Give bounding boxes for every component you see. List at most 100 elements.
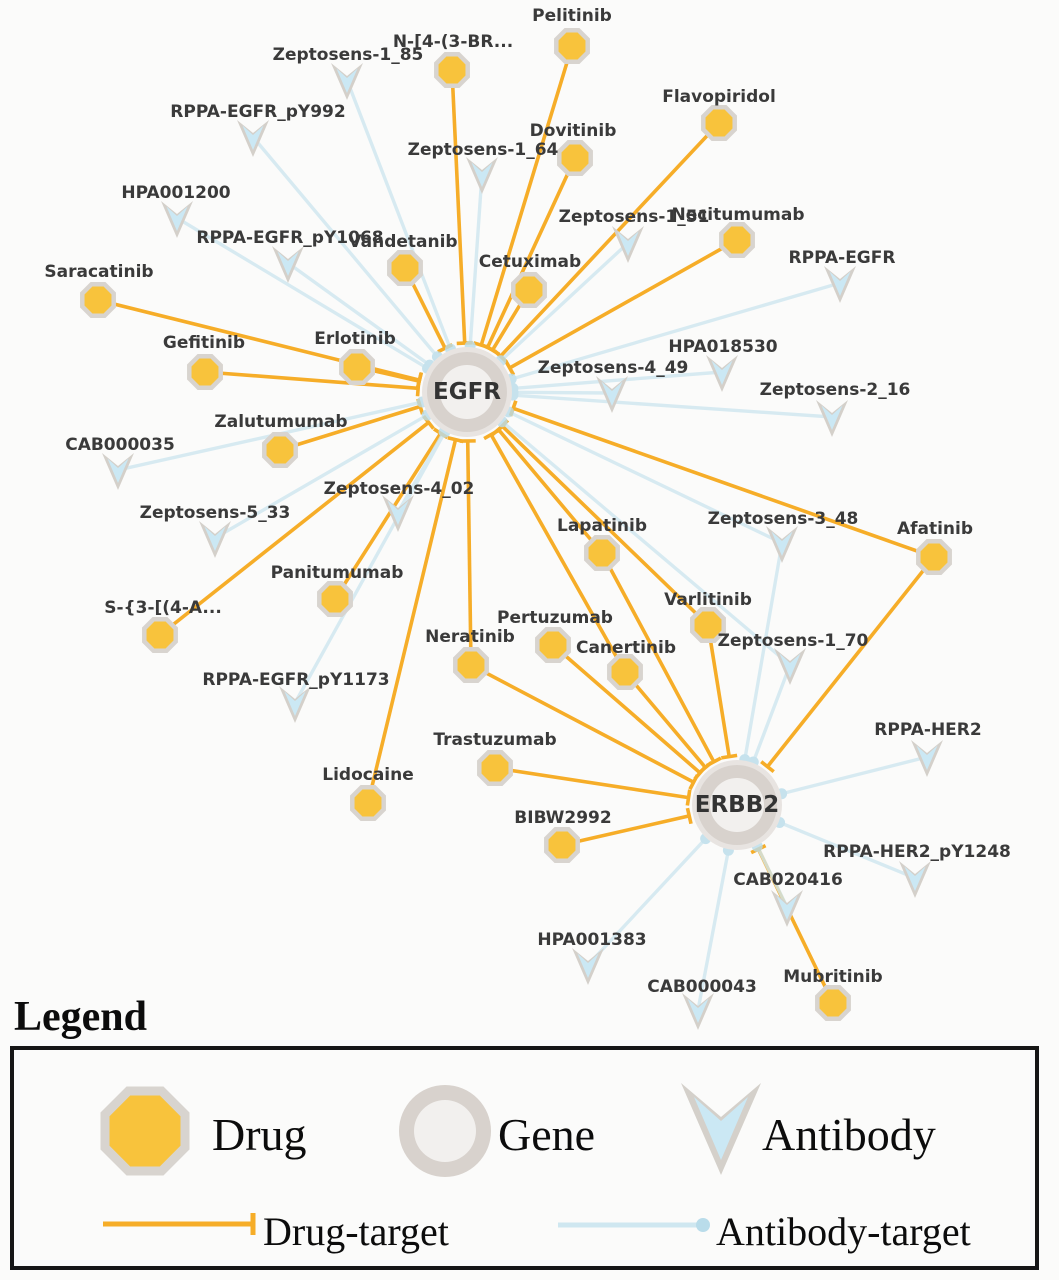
drug-octagon-icon xyxy=(477,750,513,786)
antibody-chevron-inner xyxy=(687,998,709,1023)
drug-octagon-icon xyxy=(339,349,375,385)
antibody-chevron-inner xyxy=(821,405,843,430)
drug-node xyxy=(387,250,423,286)
antibody-node xyxy=(272,246,304,283)
drug-node xyxy=(477,750,513,786)
drug-octagon-icon xyxy=(584,535,620,571)
antibody-node xyxy=(612,226,644,263)
node-label: HPA001200 xyxy=(121,183,230,203)
antibody-chevron-inner xyxy=(771,531,793,556)
drug-octagon-icon xyxy=(701,105,737,141)
node-label: RPPA-EGFR_pY1173 xyxy=(202,670,389,690)
antibody-chevron-inner xyxy=(107,458,129,483)
node-label: Pelitinib xyxy=(532,6,612,26)
drug-octagon-icon xyxy=(607,654,643,690)
node-label: Canertinib xyxy=(576,638,676,658)
antibody-node xyxy=(682,993,714,1030)
drug-node xyxy=(262,432,298,468)
node-label: Zeptosens-3_48 xyxy=(708,509,859,529)
antibody-node xyxy=(706,355,738,392)
gene-inner xyxy=(710,778,764,832)
drug-target-edge xyxy=(706,624,731,757)
antibody-node xyxy=(331,63,363,100)
node-label: Zeptosens-5_33 xyxy=(140,503,291,523)
node-label: Lapatinib xyxy=(557,516,647,536)
node-label: Lidocaine xyxy=(322,765,414,785)
antibody-target-edges xyxy=(117,79,928,1011)
antibody-chevron-inner xyxy=(336,68,358,93)
drug-target-edge xyxy=(623,670,707,769)
antibody-node xyxy=(199,521,231,558)
antibody-target-edge xyxy=(510,281,841,381)
legend-label-drug-target: Drug-target xyxy=(263,1209,449,1254)
node-label: RPPA-EGFR xyxy=(789,248,896,268)
node-label: Gefitinib xyxy=(163,333,245,353)
antibody-chevron-inner xyxy=(916,745,938,770)
node-label: Neratinib xyxy=(425,627,515,647)
drug-target-tee xyxy=(685,807,693,825)
node-label: Zeptosens-1_51 xyxy=(559,207,710,227)
node-label: Zeptosens-1_70 xyxy=(718,631,869,651)
antibody-target-edge xyxy=(507,410,783,545)
drug-node xyxy=(544,827,580,863)
drug-node xyxy=(453,647,489,683)
antibody-node xyxy=(102,453,134,490)
drug-target-tee xyxy=(760,760,775,774)
drug-octagon-icon xyxy=(142,617,178,653)
drug-target-tee xyxy=(685,789,692,806)
node-label: Varlitinib xyxy=(664,590,752,610)
drug-node xyxy=(701,105,737,141)
antibody-target-edge xyxy=(512,393,833,419)
node-label: Zeptosens-4_49 xyxy=(538,358,689,378)
antibody-chevron-inner xyxy=(277,251,299,276)
drug-octagon-icon xyxy=(916,539,952,575)
node-label: CAB000043 xyxy=(647,977,757,997)
antibody-node xyxy=(899,861,931,898)
drug-node xyxy=(187,354,223,390)
drug-node xyxy=(434,52,470,88)
antibody-node xyxy=(771,890,803,927)
legend-box: Drug Gene Antibody Drug-target Antibody-… xyxy=(10,1046,1039,1270)
drug-target-edge xyxy=(512,406,935,559)
drug-target-tee xyxy=(483,429,499,441)
drug-target-edge-icon xyxy=(103,1213,256,1235)
antibody-node xyxy=(279,686,311,723)
drug-target-edge xyxy=(333,432,443,600)
drug-target-edge xyxy=(500,424,710,627)
antibody-target-edge xyxy=(499,241,630,363)
antibody-chevron-inner xyxy=(166,206,188,231)
antibody-chevron-inner xyxy=(776,895,798,920)
antibody-chevron-inner xyxy=(204,526,226,551)
drug-target-tee xyxy=(504,360,516,376)
drug-target-edge xyxy=(470,663,695,784)
node-label: CAB020416 xyxy=(733,870,843,890)
node-label: CAB000035 xyxy=(65,435,175,455)
drug-node xyxy=(584,535,620,571)
legend-label-antibody: Antibody xyxy=(762,1109,936,1160)
node-label: Saracatinib xyxy=(44,262,153,282)
node-labels: Pelitinib N-[4-(3-BR... Dovitinib Flavopiri… xyxy=(44,6,1010,997)
gene-label: ERBB2 xyxy=(695,792,780,818)
node-label: Vandetanib xyxy=(348,232,457,252)
antibody-target-edge xyxy=(743,542,784,760)
drug-node xyxy=(690,607,726,643)
drug-octagon-icon xyxy=(690,607,726,643)
drug-target-edge xyxy=(600,552,716,763)
drug-octagon-icon xyxy=(262,432,298,468)
antibody-chevron-inner xyxy=(387,500,409,525)
antibody-target-edge xyxy=(176,216,429,370)
node-label: S-{3-[(4-A... xyxy=(104,598,222,618)
antibody-target-edge xyxy=(501,420,792,667)
drug-node xyxy=(339,349,375,385)
drug-node xyxy=(317,581,353,617)
drug-node xyxy=(511,272,547,308)
node-label: Dovitinib xyxy=(530,121,617,141)
drug-target-edge xyxy=(158,420,430,637)
node-label: HPA018530 xyxy=(668,337,777,357)
drug-target-edge xyxy=(450,69,467,344)
antibody-chevron-inner xyxy=(242,125,264,150)
gene-label: EGFR xyxy=(433,379,501,405)
drug-octagon-icon xyxy=(317,581,353,617)
